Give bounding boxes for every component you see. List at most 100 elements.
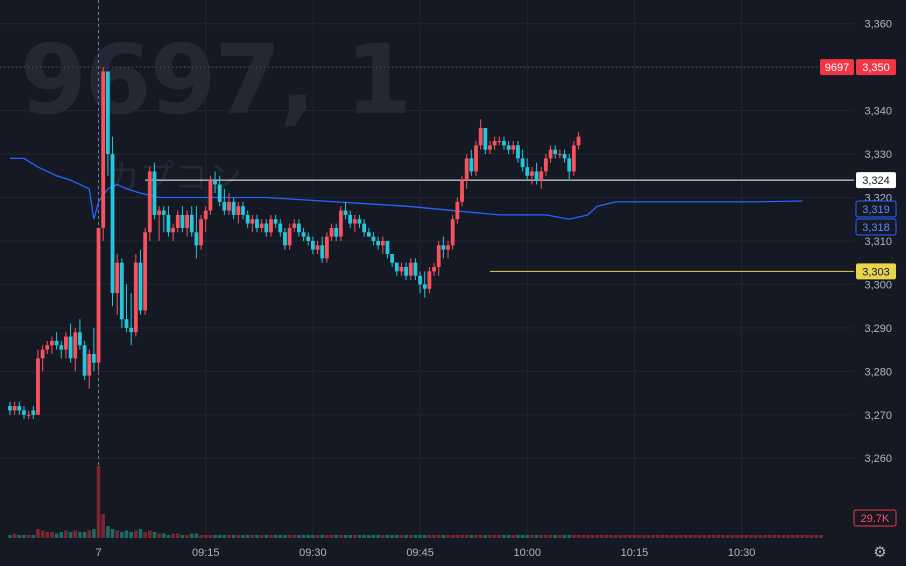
candle-body [59, 345, 64, 350]
volume-bar [301, 535, 306, 538]
y-tick-label: 3,330 [864, 149, 892, 161]
y-tick-label: 3,310 [864, 236, 892, 248]
candle [241, 201, 245, 220]
volume-bar [78, 532, 82, 538]
candle [320, 236, 325, 263]
volume-bar [618, 535, 623, 538]
candle-body [520, 158, 525, 168]
candle [557, 149, 562, 159]
volume-bar [8, 535, 12, 538]
candle [64, 332, 68, 359]
volume-bar [194, 533, 199, 538]
candle-body [548, 149, 553, 159]
candle-body [329, 227, 334, 237]
candle [161, 206, 166, 233]
volume-bar [809, 535, 814, 538]
candle [17, 401, 22, 415]
volume-bar [203, 535, 208, 538]
yellow-line-badge-label: 3,303 [862, 266, 890, 278]
candle [185, 210, 189, 237]
volume-badge-label: 29.7K [861, 513, 890, 525]
candle-body [371, 236, 376, 241]
candle-body [576, 136, 581, 146]
candle [422, 271, 427, 298]
candle-body [385, 240, 390, 254]
candle-body [231, 201, 236, 215]
candle [278, 219, 283, 237]
y-tick-label: 3,360 [864, 19, 892, 31]
volume-bar [758, 535, 763, 538]
volume-bar [641, 535, 646, 538]
candle-body [306, 236, 311, 241]
volume-bar [297, 535, 301, 538]
candle [530, 167, 534, 185]
candle-body [147, 171, 152, 233]
candle-body [488, 145, 492, 150]
candle-body [161, 210, 166, 215]
y-tick-label: 3,270 [864, 410, 892, 422]
volume-bar [231, 535, 236, 538]
candle-body [497, 141, 502, 143]
volume-bar [199, 535, 203, 538]
volume-bar [148, 530, 152, 538]
candle-body [348, 214, 353, 224]
candle [264, 219, 269, 237]
volume-bar [315, 535, 320, 538]
candle-body [544, 158, 548, 172]
candle-body [54, 340, 59, 346]
gear-icon[interactable]: ⚙ [873, 544, 887, 561]
candle [576, 132, 581, 150]
volume-bar [106, 526, 110, 538]
candle [474, 141, 478, 176]
volume-bar [749, 535, 753, 538]
volume-bar [567, 535, 571, 538]
volume-bar [50, 532, 54, 538]
candle [516, 141, 520, 163]
candle [157, 206, 162, 241]
candle-body [64, 336, 68, 350]
volume-bar [469, 535, 474, 538]
candle-body [562, 154, 567, 159]
volume-bar [665, 535, 669, 538]
candle-body [338, 210, 343, 237]
volume-bar [753, 535, 758, 538]
volume-bar [814, 535, 818, 538]
volume-bar [353, 535, 357, 538]
volume-bar [82, 532, 87, 538]
candle-body [110, 154, 115, 294]
candle-body [334, 227, 339, 237]
volume-bar [180, 535, 185, 538]
candle [399, 262, 404, 276]
candle-body [166, 214, 171, 233]
volume-bar [399, 535, 404, 538]
y-axis: 3,2603,2703,2803,2903,3003,3103,3203,330… [864, 19, 892, 466]
candle-body [185, 214, 189, 228]
volume-bar [166, 535, 171, 538]
candle [59, 340, 64, 359]
volume-bar [12, 533, 17, 538]
volume-bar [227, 535, 231, 538]
candle-body [516, 145, 520, 159]
candle [446, 240, 450, 259]
volume-bar [614, 535, 618, 538]
candle [138, 249, 143, 315]
candle [464, 154, 469, 189]
candle [380, 236, 385, 254]
candle [143, 227, 148, 315]
volume-bar [432, 535, 436, 538]
volume-bar [161, 533, 166, 538]
candle-body [124, 319, 129, 328]
candle [404, 262, 408, 281]
volume-bar [189, 533, 194, 538]
candle-body [394, 262, 399, 272]
volume-bar [576, 535, 581, 538]
candle [245, 210, 250, 228]
candle [283, 227, 287, 250]
volume-bar [739, 535, 744, 538]
volume-bar [525, 535, 530, 538]
candle-body [278, 223, 283, 233]
candle [488, 141, 492, 155]
candle-body [418, 275, 422, 285]
